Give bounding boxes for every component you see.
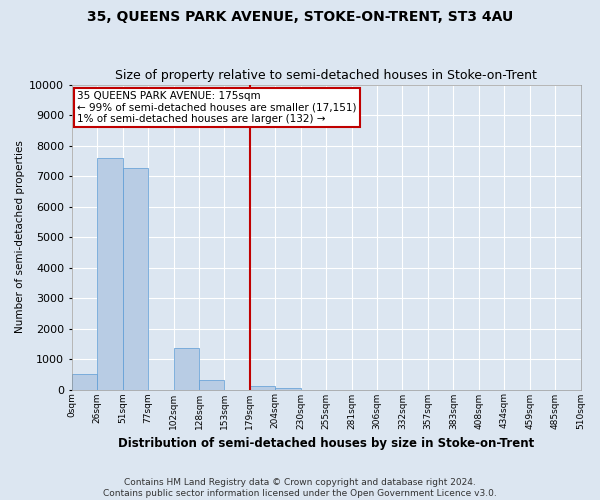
Bar: [199, 380, 224, 390]
Bar: [97, 158, 122, 390]
Text: 35, QUEENS PARK AVENUE, STOKE-ON-TRENT, ST3 4AU: 35, QUEENS PARK AVENUE, STOKE-ON-TRENT, …: [87, 10, 513, 24]
Text: Contains HM Land Registry data © Crown copyright and database right 2024.
Contai: Contains HM Land Registry data © Crown c…: [103, 478, 497, 498]
Text: 35 QUEENS PARK AVENUE: 175sqm
← 99% of semi-detached houses are smaller (17,151): 35 QUEENS PARK AVENUE: 175sqm ← 99% of s…: [77, 90, 356, 124]
Bar: [72, 374, 97, 390]
X-axis label: Distribution of semi-detached houses by size in Stoke-on-Trent: Distribution of semi-detached houses by …: [118, 437, 534, 450]
Bar: [275, 388, 301, 390]
Title: Size of property relative to semi-detached houses in Stoke-on-Trent: Size of property relative to semi-detach…: [115, 69, 537, 82]
Bar: [173, 348, 199, 390]
Bar: [122, 168, 148, 390]
Bar: [250, 386, 275, 390]
Y-axis label: Number of semi-detached properties: Number of semi-detached properties: [15, 140, 25, 334]
